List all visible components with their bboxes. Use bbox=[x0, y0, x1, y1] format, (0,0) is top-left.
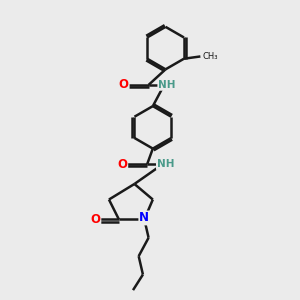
Text: O: O bbox=[90, 213, 100, 226]
Text: O: O bbox=[119, 78, 129, 92]
Text: NH: NH bbox=[157, 159, 174, 169]
Text: N: N bbox=[139, 212, 149, 224]
Text: O: O bbox=[117, 158, 127, 171]
Text: CH₃: CH₃ bbox=[202, 52, 218, 61]
Text: NH: NH bbox=[158, 80, 176, 90]
